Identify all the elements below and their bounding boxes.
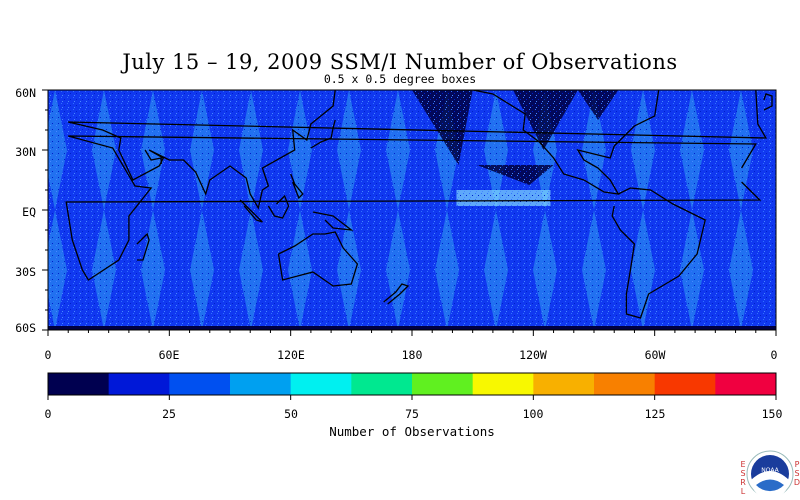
lat-label-60s: 60S [15,321,36,335]
colorbar-swatch [654,373,716,395]
lat-label-30n: 30N [15,145,36,159]
chart-title: July 15 – 19, 2009 SSM/I Number of Obser… [122,50,678,74]
map-area [48,90,776,330]
colorbar-swatch [290,373,352,395]
coastline-sumatra [239,199,263,223]
noaa-logo: NOAA [746,450,794,499]
antarctica-edge [48,326,776,330]
colorbar-label-150: 150 [761,407,783,421]
colorbar-title: Number of Observations [329,424,495,439]
coastline-south-america [611,187,706,319]
coastline-australia [277,231,359,287]
lon-label-0-right: 0 [770,348,778,362]
lon-label-0: 0 [44,348,52,362]
lon-label-120w: 120W [519,348,547,362]
colorbar-label-50: 50 [284,407,298,421]
colorbar-swatch [169,373,231,395]
coastlines [48,90,776,330]
esrl-letters: E S R L [740,460,746,496]
colorbar-label-125: 125 [644,407,666,421]
colorbar-swatch [108,373,170,395]
lon-label-60e: 60E [158,348,180,362]
axis-ticks [42,89,777,336]
colorbar-swatch [533,373,595,395]
coastline-japan [310,119,336,149]
coastline-new-zealand [383,283,410,305]
coastline-africa [65,135,762,281]
psd-letters: P S D [793,460,800,487]
coastline-borneo [267,194,290,219]
colorbar [47,372,777,400]
colorbar-swatch [48,373,110,395]
coastline-new-guinea [312,211,354,231]
lat-label-30s: 30S [15,265,36,279]
lat-label-60n: 60N [15,86,36,100]
coastline-philippines [290,173,304,200]
colorbar-swatch [230,373,292,395]
lon-label-60w: 60W [644,348,666,362]
lat-label-eq: EQ [22,205,36,219]
coastline-madagascar [136,232,150,261]
colorbar-swatch [351,373,413,395]
colorbar-label-0: 0 [44,407,52,421]
coastline-arabia-gulf [144,149,162,164]
lon-label-180: 180 [401,348,423,362]
colorbar-swatch [594,373,656,395]
observation-texture [48,90,776,330]
coastline-uk [763,93,773,111]
chart-subtitle: 0.5 x 0.5 degree boxes [323,72,477,86]
coastline-eurasia [68,90,768,210]
colorbar-label-25: 25 [162,407,176,421]
noaa-emblem-text: NOAA [761,467,779,474]
coastline-greenland [674,90,691,91]
colorbar-label-75: 75 [405,407,419,421]
colorbar-swatch [715,373,777,395]
colorbar-swatch [472,373,534,395]
colorbar-label-100: 100 [522,407,544,421]
lon-label-120e: 120E [277,348,305,362]
colorbar-swatch [412,373,474,395]
